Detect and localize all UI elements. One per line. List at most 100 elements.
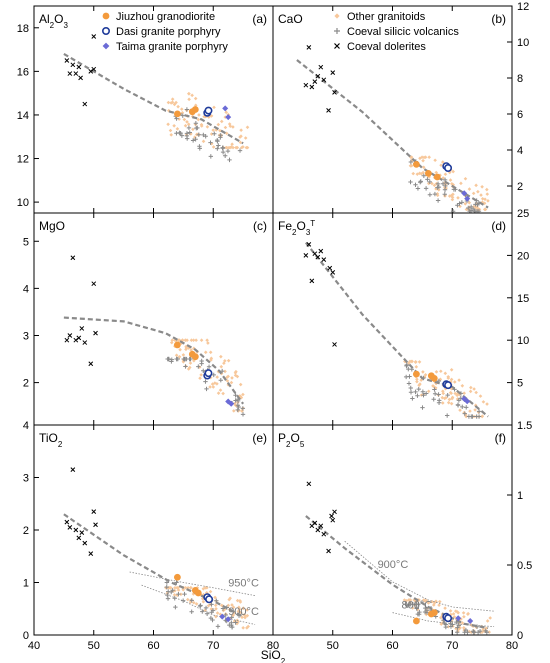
point-other-granitoid: [449, 377, 454, 382]
point-silicic-volcanic: [435, 185, 440, 190]
point-silicic-volcanic: [201, 132, 206, 138]
point-silicic-volcanic: [408, 390, 414, 395]
point-other-granitoid: [230, 142, 234, 147]
point-silicic-volcanic: [470, 206, 476, 212]
point-other-granitoid: [480, 196, 485, 201]
point-dolerite: [70, 62, 76, 68]
point-other-granitoid: [178, 347, 182, 352]
point-other-granitoid: [482, 201, 487, 206]
point-silicic-volcanic: [200, 609, 205, 614]
x-axis-label: SiO2: [261, 648, 286, 663]
point-other-granitoid: [461, 611, 466, 615]
point-silicic-volcanic: [442, 177, 448, 183]
point-other-granitoid: [453, 391, 458, 396]
point-silicic-volcanic: [477, 628, 483, 634]
point-other-granitoid: [245, 125, 250, 130]
panel-letter-e: (e): [252, 431, 267, 445]
point-other-granitoid: [482, 207, 487, 212]
point-other-granitoid: [215, 611, 220, 615]
point-other-granitoid: [175, 593, 180, 598]
point-other-granitoid: [238, 140, 243, 145]
point-other-granitoid: [219, 364, 224, 369]
x-tick-label: 60: [386, 640, 398, 652]
point-dolerite: [326, 548, 331, 554]
panel-frame-c: [33, 212, 274, 426]
point-jiuzhou-granodiorite: [174, 110, 181, 118]
point-other-granitoid: [206, 341, 210, 345]
point-other-granitoid: [174, 353, 179, 358]
point-other-granitoid: [423, 373, 428, 377]
point-dolerite: [73, 71, 79, 76]
point-taima-granite-porphyry: [467, 618, 474, 624]
point-other-granitoid: [440, 401, 445, 405]
point-dolerite: [312, 79, 318, 84]
point-other-granitoid: [441, 160, 445, 164]
x-tick-label: 80: [506, 640, 518, 652]
point-silicic-volcanic: [190, 138, 196, 143]
point-dolerite: [93, 330, 98, 336]
panel-f: 0 0.5 1 1.5 P2O5 (f) 900°C 800°C 50 60 70 80: [272, 420, 532, 652]
point-other-granitoid: [168, 128, 173, 133]
point-other-granitoid: [467, 187, 472, 191]
point-other-granitoid: [186, 585, 190, 590]
point-other-granitoid: [225, 379, 230, 383]
point-dolerite: [82, 340, 88, 345]
point-other-granitoid: [464, 207, 469, 212]
point-other-granitoid: [221, 391, 225, 396]
panel-title-c: MgO: [39, 219, 65, 233]
y-tick-label: 1: [517, 490, 523, 502]
panel-frame-f: [272, 424, 513, 636]
point-silicic-volcanic: [225, 148, 231, 154]
point-other-granitoid: [226, 374, 230, 379]
point-jiuzhou-granodiorite: [413, 370, 420, 378]
point-silicic-volcanic: [179, 133, 185, 138]
y-tick-label: 10: [17, 197, 29, 209]
point-other-granitoid: [231, 605, 236, 610]
isotherm-label: 950°C: [228, 578, 259, 590]
point-other-granitoid: [197, 365, 202, 369]
point-silicic-volcanic: [445, 392, 450, 398]
point-other-granitoid: [446, 400, 451, 405]
y-tick-label: 2: [23, 378, 29, 390]
point-silicic-volcanic: [418, 179, 424, 184]
panel-letter-c: (c): [253, 219, 267, 233]
point-silicic-volcanic: [204, 386, 209, 392]
point-other-granitoid: [183, 585, 188, 590]
point-dolerite: [88, 551, 94, 556]
point-silicic-volcanic: [176, 591, 181, 597]
point-jiuzhou-granodiorite: [413, 617, 420, 625]
point-dolerite: [332, 342, 337, 347]
point-other-granitoid: [197, 113, 201, 117]
point-dolerite: [329, 513, 334, 519]
panel-b: 2 4 6 8 10 12 CaO (b): [272, 1, 529, 214]
point-other-granitoid: [419, 378, 423, 382]
point-other-granitoid: [243, 136, 248, 140]
x-tick-label: 70: [207, 640, 219, 652]
point-silicic-volcanic: [170, 588, 175, 593]
point-other-granitoid: [419, 171, 424, 176]
point-silicic-volcanic: [208, 140, 213, 145]
point-other-granitoid: [237, 605, 241, 610]
point-silicic-volcanic: [423, 186, 429, 191]
y-tick-label: 5: [517, 378, 523, 390]
point-other-granitoid: [446, 624, 451, 629]
point-dolerite: [88, 361, 94, 367]
trend-line: [296, 59, 489, 209]
point-other-granitoid: [485, 192, 490, 196]
point-other-granitoid: [241, 606, 246, 611]
point-silicic-volcanic: [175, 356, 181, 362]
point-other-granitoid: [237, 607, 242, 611]
point-other-granitoid: [209, 607, 214, 611]
point-other-granitoid: [209, 132, 214, 136]
point-silicic-volcanic: [233, 393, 238, 398]
point-other-granitoid: [188, 585, 193, 590]
point-other-granitoid: [413, 360, 418, 365]
point-silicic-volcanic: [413, 389, 418, 395]
point-other-granitoid: [182, 117, 187, 122]
point-dolerite: [91, 281, 97, 287]
point-jiuzhou-granodiorite: [430, 374, 438, 382]
point-other-granitoid: [447, 194, 452, 198]
legend-marker: [102, 12, 110, 20]
point-other-granitoid: [191, 127, 195, 132]
point-other-granitoid: [176, 104, 180, 109]
